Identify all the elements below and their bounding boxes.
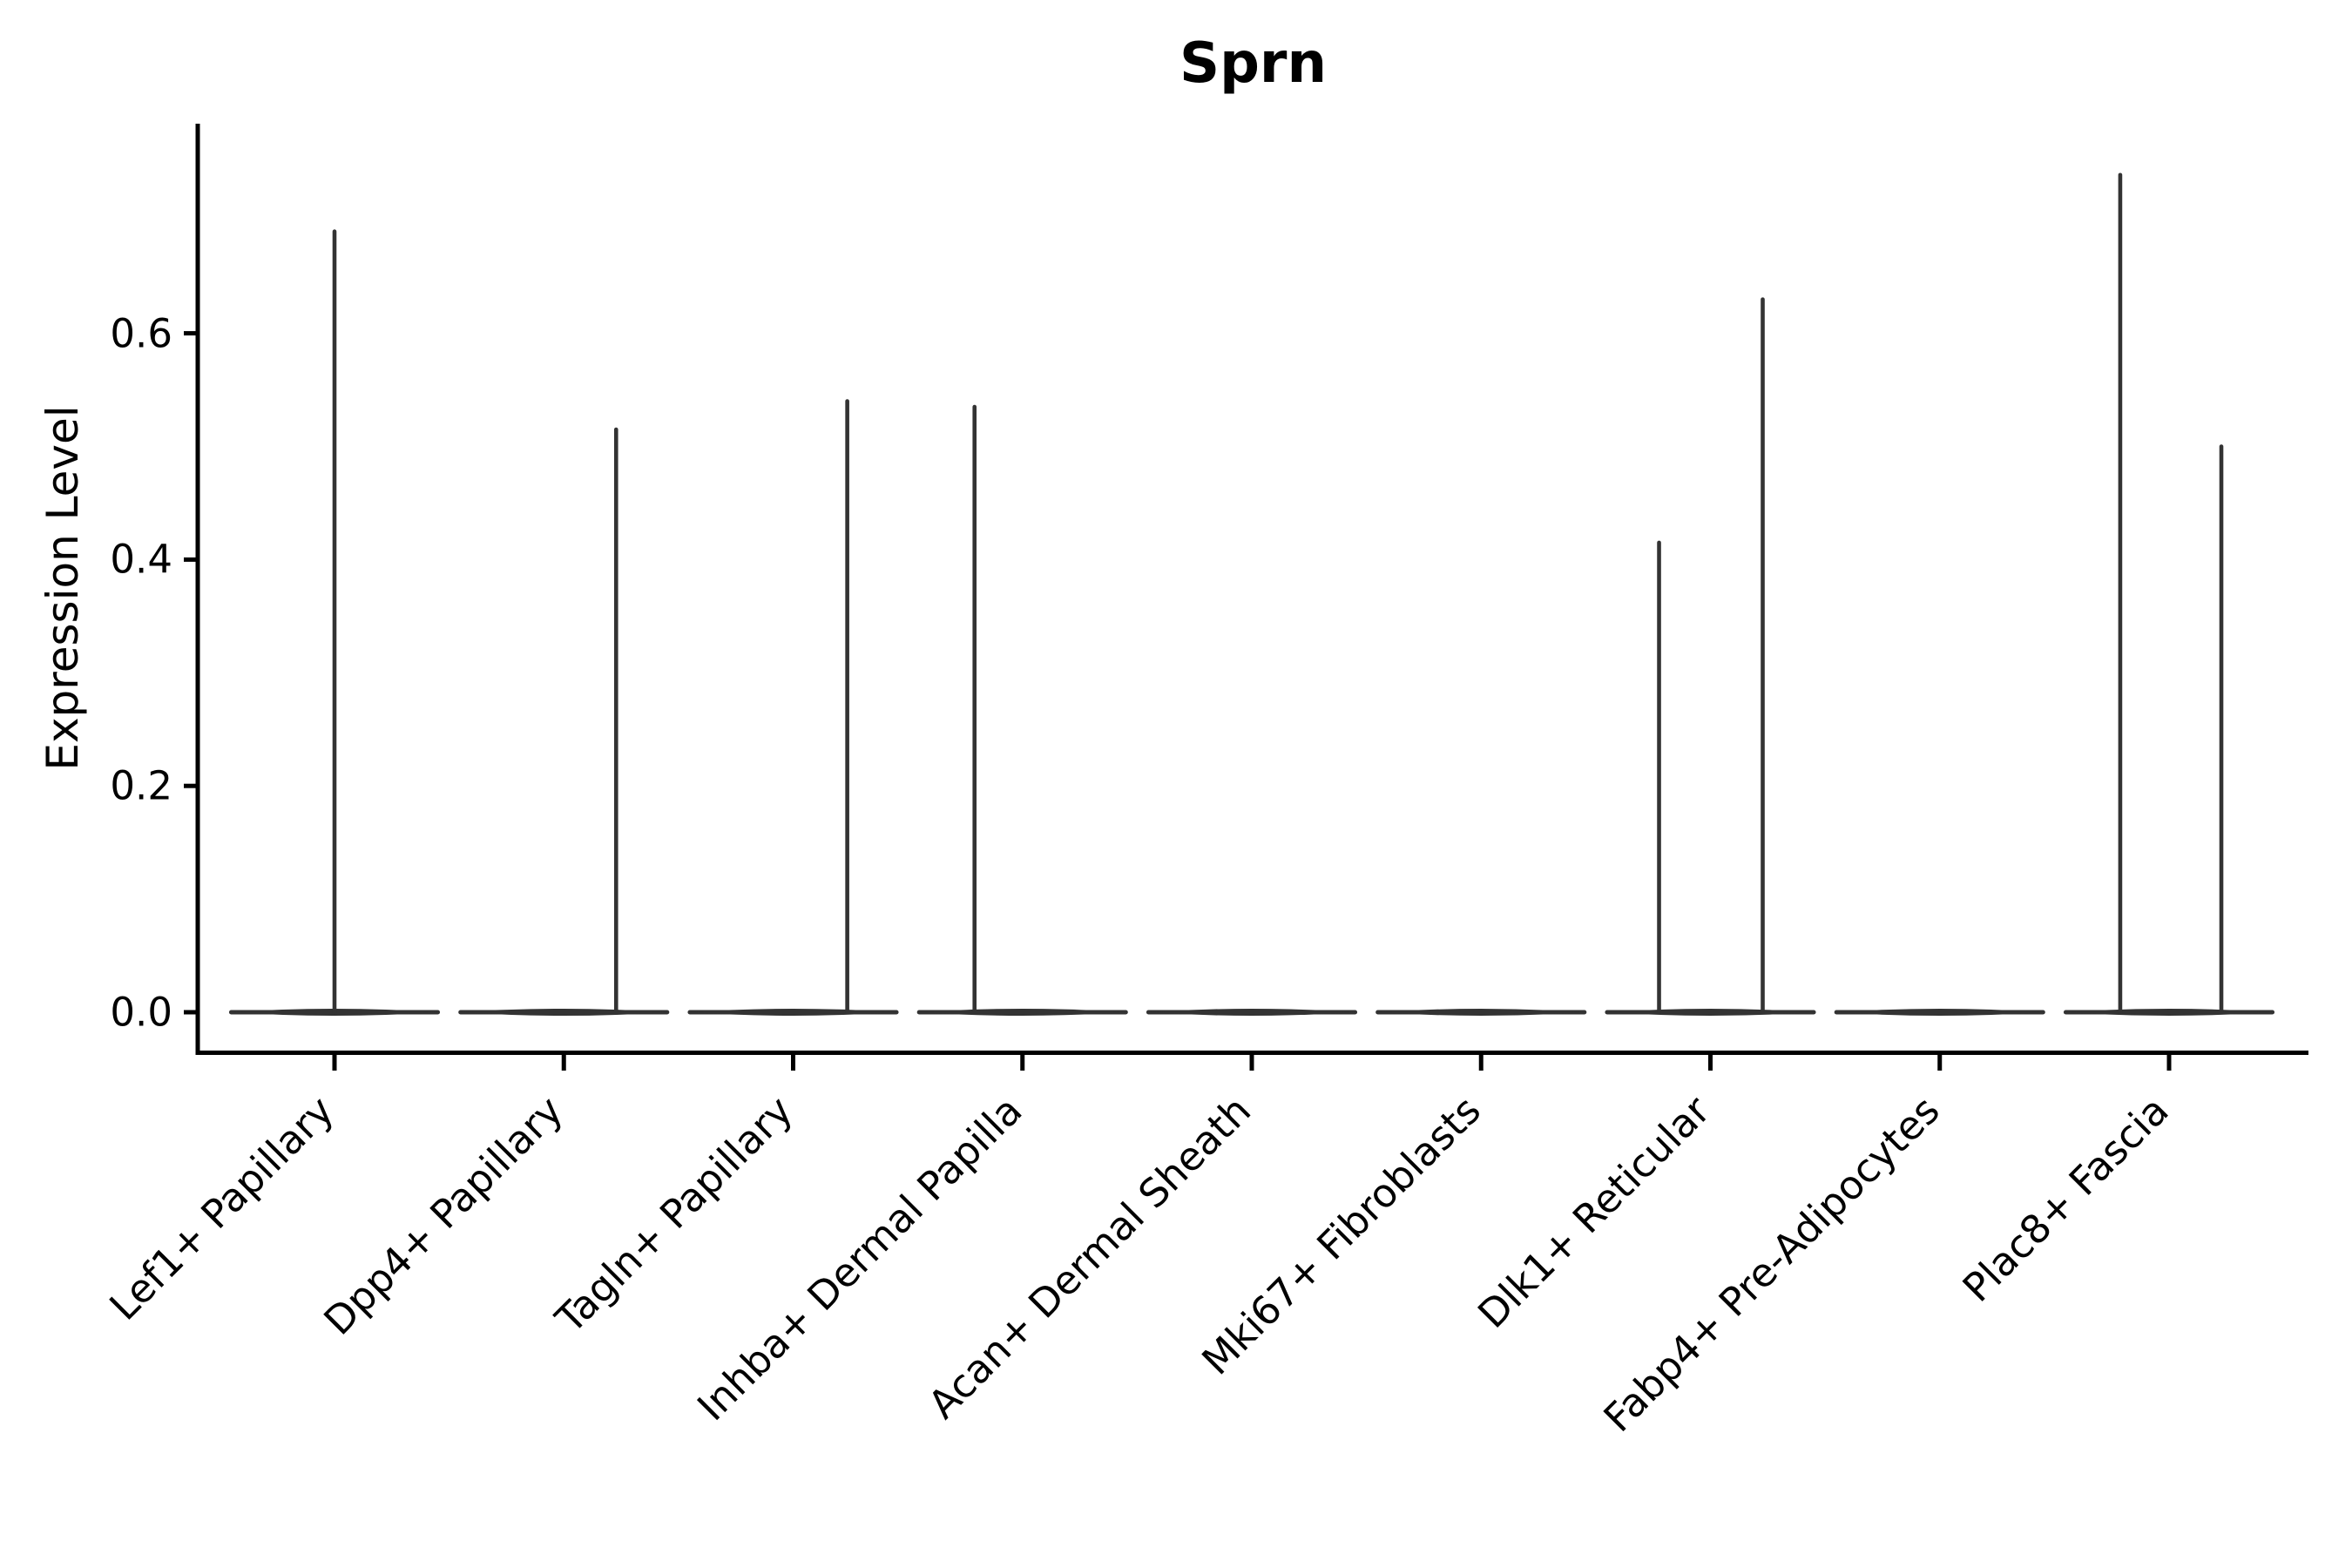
- violin-body: [1377, 1009, 1585, 1016]
- y-tick-label: 0.4: [110, 536, 172, 583]
- y-tick-label: 0.6: [110, 310, 172, 357]
- y-tick-label: 0.2: [110, 762, 172, 809]
- violin-body: [2065, 1009, 2273, 1016]
- violin-body: [689, 1009, 897, 1016]
- violin-body: [460, 1009, 667, 1016]
- chart-title: Sprn: [1179, 31, 1328, 96]
- y-tick-label: 0.0: [110, 989, 172, 1036]
- violin-body: [1606, 1009, 1815, 1016]
- violin-body: [1148, 1009, 1355, 1016]
- violin-body: [919, 1009, 1126, 1016]
- violin-body: [1836, 1009, 2044, 1016]
